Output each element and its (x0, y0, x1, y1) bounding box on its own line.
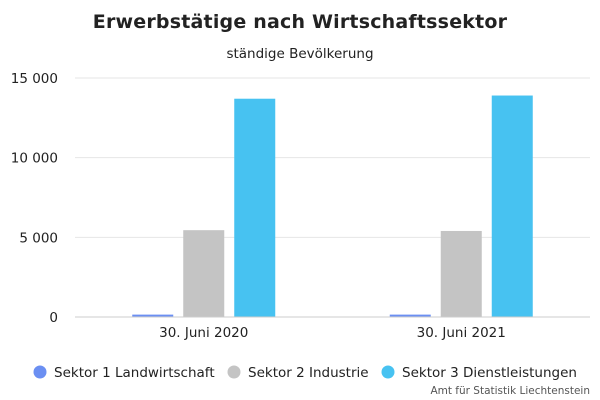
bar[interactable] (389, 314, 431, 317)
legend-marker (381, 365, 395, 379)
x-tick-label: 30. Juni 2020 (159, 325, 248, 341)
bar[interactable] (440, 230, 482, 317)
y-tick-label: 5 000 (19, 230, 58, 246)
y-tick-label: 0 (49, 310, 58, 326)
bar[interactable] (491, 95, 533, 317)
y-tick-label: 15 000 (11, 71, 58, 87)
x-axis-ticks: 30. Juni 2020 30. Juni 2021 (159, 325, 506, 341)
chart-subtitle: ständige Bevölkerung (226, 46, 373, 62)
bar[interactable] (183, 230, 225, 317)
legend-item[interactable]: Sektor 1 Landwirtschaft (33, 365, 215, 381)
bars (132, 95, 533, 317)
legend-item[interactable]: Sektor 3 Dienstleistungen (381, 365, 577, 381)
legend-marker (33, 365, 47, 379)
legend-label: Sektor 3 Dienstleistungen (402, 365, 577, 381)
legend-label: Sektor 1 Landwirtschaft (54, 365, 215, 381)
bar[interactable] (234, 98, 276, 317)
chart-credit: Amt für Statistik Liechtenstein (430, 385, 590, 397)
legend: Sektor 1 Landwirtschaft Sektor 2 Industri… (33, 365, 577, 381)
legend-item[interactable]: Sektor 2 Industrie (227, 365, 369, 381)
legend-marker (227, 365, 241, 379)
x-tick-label: 30. Juni 2021 (417, 325, 506, 341)
legend-label: Sektor 2 Industrie (248, 365, 369, 381)
bar[interactable] (132, 314, 174, 317)
y-axis-ticks: 0 5 000 10 000 15 000 (11, 71, 58, 326)
y-tick-label: 10 000 (11, 151, 58, 167)
chart-title: Erwerbstätige nach Wirtschaftssektor (93, 11, 508, 33)
